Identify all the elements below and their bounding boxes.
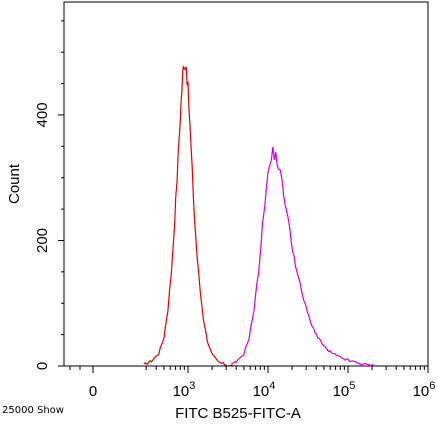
x-tick-label: 104	[253, 380, 276, 400]
magenta-histogram-line	[231, 146, 376, 367]
y-tick-label: 400	[34, 102, 51, 127]
event-count-footer: 25000 Show	[2, 405, 64, 416]
x-axis-ticks: 0 103 104 105 106	[69, 366, 436, 400]
series-red-histogram	[143, 65, 235, 367]
x-tick-label: 0	[89, 383, 97, 400]
x-axis-title: FITC B525-FITC-A	[175, 405, 301, 422]
y-tick-label: 0	[34, 362, 51, 370]
x-tick-label: 103	[173, 380, 196, 400]
red-histogram-line	[143, 65, 235, 367]
y-axis-ticks: 0 200 400	[34, 20, 64, 370]
plot-frame	[63, 1, 429, 367]
y-tick-label: 200	[34, 228, 51, 253]
x-tick-label: 106	[413, 380, 436, 400]
y-axis-title: Count	[6, 163, 23, 204]
series-magenta-histogram	[231, 146, 376, 367]
x-tick-label: 105	[333, 380, 356, 400]
